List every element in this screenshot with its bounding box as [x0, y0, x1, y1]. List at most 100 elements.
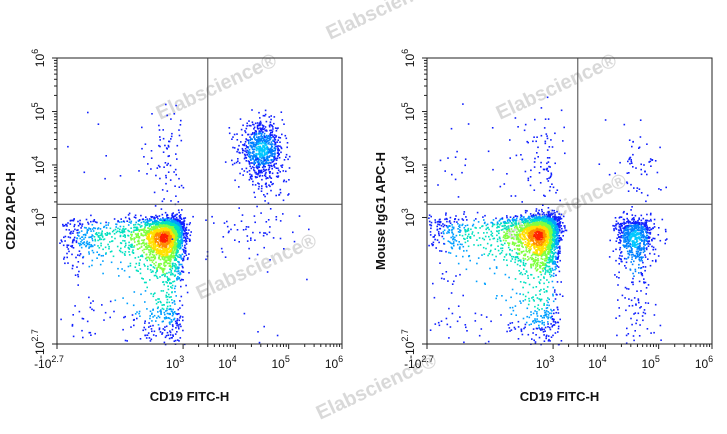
event-point — [140, 214, 142, 217]
event-point — [162, 137, 165, 140]
event-point — [164, 265, 166, 268]
event-point — [160, 221, 163, 224]
event-point — [133, 239, 135, 241]
event-point — [554, 251, 557, 254]
event-point — [263, 128, 266, 130]
event-point — [464, 324, 467, 326]
event-point — [175, 254, 177, 257]
event-point — [71, 219, 73, 222]
event-point — [175, 229, 177, 231]
event-point — [249, 151, 251, 153]
event-point — [138, 310, 141, 313]
event-point — [241, 134, 244, 136]
event-point — [148, 235, 150, 238]
event-point — [165, 310, 167, 312]
event-point — [463, 213, 465, 215]
event-point — [158, 228, 160, 231]
event-point — [249, 165, 251, 168]
event-point — [147, 332, 150, 334]
event-point — [162, 320, 164, 323]
event-point — [550, 227, 553, 230]
event-point — [173, 248, 176, 251]
event-point — [119, 231, 122, 234]
event-point — [137, 220, 140, 222]
event-point — [166, 254, 169, 256]
event-point — [265, 182, 267, 185]
event-point — [170, 218, 173, 220]
event-point — [243, 144, 245, 147]
event-point — [259, 149, 262, 152]
event-point — [157, 324, 160, 326]
event-point — [520, 218, 523, 220]
event-point — [522, 238, 525, 241]
event-point — [548, 262, 550, 264]
event-point — [508, 253, 511, 255]
event-point — [150, 292, 152, 295]
event-point — [171, 214, 174, 217]
event-point — [178, 129, 180, 131]
event-point — [496, 230, 498, 232]
event-point — [188, 238, 191, 241]
event-point — [166, 217, 168, 219]
event-point — [170, 274, 172, 276]
event-point — [165, 294, 167, 297]
event-point — [469, 259, 471, 262]
event-point — [140, 232, 142, 235]
event-point — [168, 155, 170, 157]
event-point — [250, 137, 252, 140]
event-point — [162, 217, 164, 219]
event-point — [176, 331, 178, 333]
event-point — [114, 299, 117, 302]
event-point — [274, 152, 276, 154]
event-point — [148, 238, 150, 240]
event-point — [88, 253, 90, 255]
watermark-text: Elabscience® — [493, 49, 621, 124]
event-point — [264, 175, 267, 178]
event-point — [270, 145, 273, 148]
event-point — [170, 337, 173, 339]
event-point — [156, 167, 159, 169]
event-point — [178, 224, 180, 226]
event-point — [256, 158, 259, 160]
event-point — [118, 221, 121, 223]
event-point — [172, 237, 175, 239]
event-point — [268, 141, 270, 144]
event-point — [251, 158, 254, 160]
event-point — [520, 328, 523, 331]
event-point — [493, 223, 496, 226]
event-point — [558, 217, 561, 219]
event-point — [535, 256, 537, 259]
event-point — [186, 235, 188, 238]
event-point — [140, 229, 142, 231]
event-point — [177, 260, 179, 263]
event-point — [259, 147, 261, 149]
event-point — [281, 164, 284, 166]
event-point — [184, 244, 186, 247]
event-point — [67, 222, 69, 224]
event-point — [490, 320, 492, 323]
event-point — [268, 231, 271, 234]
event-point — [96, 257, 98, 259]
event-point — [450, 236, 452, 239]
event-point — [242, 149, 244, 152]
event-point — [251, 166, 254, 168]
event-point — [87, 111, 89, 114]
event-point — [510, 260, 512, 262]
event-point — [552, 293, 554, 296]
event-point — [101, 236, 104, 238]
event-point — [497, 245, 499, 247]
event-point — [552, 275, 555, 277]
event-point — [71, 246, 73, 248]
event-point — [173, 241, 176, 244]
event-point — [171, 320, 173, 323]
event-point — [557, 236, 559, 239]
event-point — [169, 229, 171, 231]
event-point — [174, 230, 176, 232]
event-point — [222, 236, 225, 238]
event-point — [544, 264, 546, 267]
event-point — [173, 239, 176, 241]
event-point — [137, 240, 139, 243]
event-point — [282, 170, 285, 172]
event-point — [173, 318, 175, 321]
event-point — [264, 113, 267, 116]
